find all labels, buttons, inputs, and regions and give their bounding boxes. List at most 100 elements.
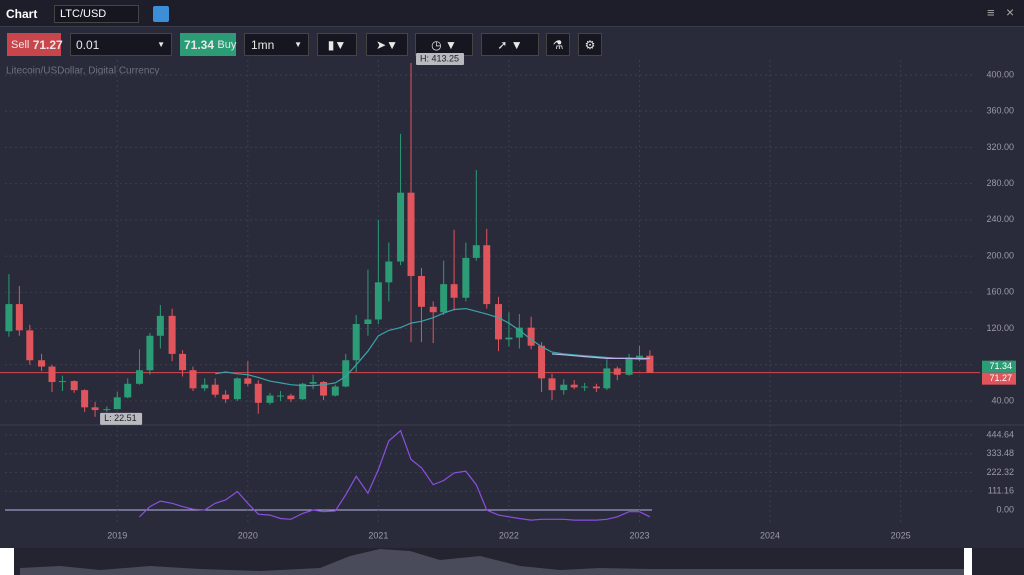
y2-tick-label: 333.48: [986, 448, 1014, 458]
interval-select[interactable]: 1mn ▼: [244, 33, 309, 56]
interval: 1mn: [251, 37, 275, 52]
candle-body: [201, 384, 209, 389]
y-tick-label: 240.00: [986, 214, 1014, 224]
candle-body: [515, 327, 523, 338]
candle-body: [146, 335, 154, 371]
candle-body: [244, 378, 252, 384]
amount-select[interactable]: 0.01 ▼: [70, 33, 172, 56]
candle-body: [429, 306, 437, 313]
candle-body: [548, 378, 556, 391]
chart-type-button[interactable]: ▮▼: [317, 33, 357, 56]
candle-body: [124, 383, 132, 398]
x-tick-label: 2021: [368, 530, 388, 540]
candle-body: [440, 284, 448, 313]
amount: 0.01: [76, 37, 100, 52]
y-tick-label: 200.00: [986, 250, 1014, 260]
candle-body: [320, 381, 328, 396]
x-tick-label: 2025: [891, 530, 911, 540]
sell-price: 71.27: [32, 37, 63, 52]
candle-body: [179, 353, 187, 371]
candle-body: [38, 360, 46, 367]
buy-marker: 71.34: [989, 361, 1012, 371]
lab-button[interactable]: ⚗: [546, 33, 570, 56]
low-label: L: 22.51: [104, 413, 137, 423]
candle-body: [581, 386, 589, 388]
candle-body: [254, 383, 262, 403]
y2-tick-label: 444.64: [986, 429, 1014, 439]
x-tick-label: 2020: [238, 530, 258, 540]
sell-label: Sell: [11, 38, 30, 51]
candle-body: [417, 276, 425, 307]
candle-body: [560, 384, 568, 391]
candle-body: [407, 192, 415, 277]
candle-body: [103, 409, 111, 411]
nav-left-handle: [0, 548, 14, 575]
draw-button[interactable]: ➚ ▼: [481, 33, 539, 56]
navigator-area: [20, 549, 965, 575]
y-tick-label: 120.00: [986, 323, 1014, 333]
symbol-icon[interactable]: [153, 6, 169, 22]
candle-body: [189, 370, 197, 389]
buy-label: Buy: [217, 38, 237, 51]
candle-body: [70, 381, 78, 391]
moving-average: [215, 307, 650, 387]
y-tick-label: 320.00: [986, 142, 1014, 152]
y-tick-label: 40.00: [991, 395, 1014, 405]
candle-body: [527, 327, 535, 346]
candle-body: [299, 383, 307, 400]
navigator: [0, 548, 1024, 575]
candle-body: [15, 304, 23, 331]
candle-body: [483, 245, 491, 305]
buy-button[interactable]: 71.34 Buy: [180, 33, 236, 56]
cursor-button[interactable]: ➤▼: [366, 33, 408, 56]
indicator-button[interactable]: ◷ ▼: [415, 33, 473, 56]
candle-body: [592, 386, 600, 389]
y2-tick-label: 0.00: [996, 504, 1014, 514]
candle-body: [5, 304, 13, 332]
x-tick-label: 2019: [107, 530, 127, 540]
close-icon[interactable]: ×: [1006, 4, 1015, 20]
candle-body: [211, 384, 219, 395]
candle-body: [374, 282, 382, 320]
candle-body: [331, 386, 339, 396]
candle-body: [397, 192, 405, 262]
sell-button[interactable]: Sell 71.27: [7, 33, 63, 56]
candle-body: [287, 395, 295, 400]
candle-body: [222, 394, 230, 400]
nav-right-handle: [964, 548, 972, 575]
y-tick-label: 360.00: [986, 106, 1014, 116]
candle-body: [450, 284, 458, 298]
settings-button[interactable]: ⚙: [578, 33, 602, 56]
y-tick-label: 280.00: [986, 178, 1014, 188]
sell-marker: 71.27: [989, 373, 1012, 383]
moving-average-2: [551, 353, 650, 359]
candle-body: [26, 330, 34, 361]
candle-body: [48, 366, 56, 382]
y-tick-label: 400.00: [986, 69, 1014, 79]
candle-body: [266, 395, 274, 403]
candle-body: [113, 397, 121, 410]
candle-body: [58, 381, 66, 383]
window-title: Chart: [6, 7, 38, 21]
symbol-input[interactable]: LTC/USD: [54, 5, 139, 23]
candle-body: [613, 368, 621, 375]
buy-marker-box: [982, 360, 1016, 373]
candle-body: [494, 304, 502, 340]
candle-body: [81, 390, 89, 408]
candle-body: [135, 370, 143, 384]
candle-body: [472, 245, 480, 258]
candle-body: [168, 315, 176, 354]
y-tick-label: 80.00: [991, 359, 1014, 369]
candle-body: [603, 368, 611, 389]
candle-body: [233, 378, 241, 400]
menu-icon[interactable]: ≡: [987, 5, 995, 20]
x-tick-label: 2022: [499, 530, 519, 540]
y-tick-label: 160.00: [986, 287, 1014, 297]
y2-tick-label: 111.16: [988, 486, 1014, 496]
candle-body: [309, 381, 317, 384]
title-bar: Chart LTC/USD ≡ ×: [0, 0, 1024, 27]
candle-body: [91, 407, 99, 411]
candle-body: [385, 261, 393, 283]
